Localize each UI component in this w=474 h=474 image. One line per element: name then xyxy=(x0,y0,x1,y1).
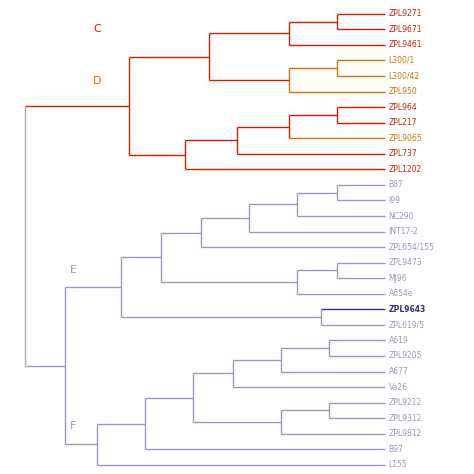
Text: I99: I99 xyxy=(389,196,401,205)
Text: NC290: NC290 xyxy=(389,211,414,220)
Text: C: C xyxy=(93,24,101,35)
Text: ZPL9812: ZPL9812 xyxy=(389,429,422,438)
Text: B97: B97 xyxy=(389,445,404,454)
Text: ZPL217: ZPL217 xyxy=(389,118,417,127)
Text: B87: B87 xyxy=(389,181,403,190)
Text: ZPL9271: ZPL9271 xyxy=(389,9,422,18)
Text: ZPL9212: ZPL9212 xyxy=(389,398,422,407)
Text: ZPL9205: ZPL9205 xyxy=(389,352,422,360)
Text: ZPL964: ZPL964 xyxy=(389,103,418,112)
Text: A619: A619 xyxy=(389,336,409,345)
Text: ZPL9643: ZPL9643 xyxy=(389,305,426,314)
Text: L300/42: L300/42 xyxy=(389,72,420,81)
Text: ZPL9312: ZPL9312 xyxy=(389,414,422,423)
Text: E: E xyxy=(70,265,77,275)
Text: A677: A677 xyxy=(389,367,409,376)
Text: Va26: Va26 xyxy=(389,383,408,392)
Text: L300/1: L300/1 xyxy=(389,56,415,65)
Text: F: F xyxy=(70,421,76,431)
Text: ZPL950: ZPL950 xyxy=(389,87,418,96)
Text: INT17-2: INT17-2 xyxy=(389,227,419,236)
Text: ZPL654/155: ZPL654/155 xyxy=(389,243,435,252)
Text: ZPL619/5: ZPL619/5 xyxy=(389,320,425,329)
Text: L155: L155 xyxy=(389,460,408,469)
Text: ZPL9473: ZPL9473 xyxy=(389,258,422,267)
Text: MJ96: MJ96 xyxy=(389,273,407,283)
Text: ZPL9065: ZPL9065 xyxy=(389,134,422,143)
Text: ZPL737: ZPL737 xyxy=(389,149,418,158)
Text: D: D xyxy=(93,76,101,86)
Text: ZPL1202: ZPL1202 xyxy=(389,165,422,174)
Text: A654e: A654e xyxy=(389,289,413,298)
Text: ZPL9461: ZPL9461 xyxy=(389,40,422,49)
Text: ZPL9671: ZPL9671 xyxy=(389,25,422,34)
